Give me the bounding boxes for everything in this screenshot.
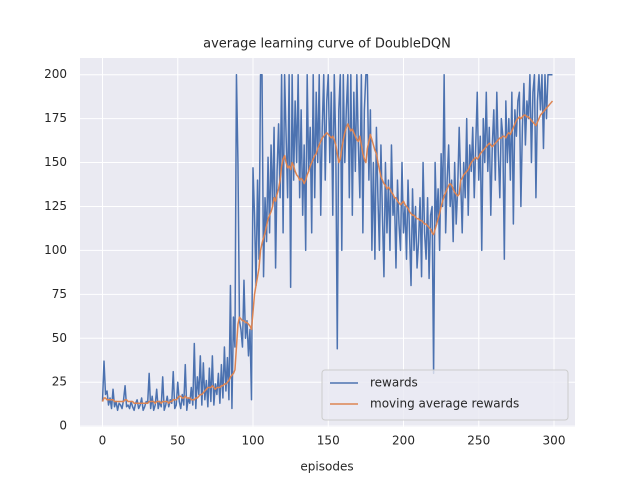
y-tick-label: 150	[44, 155, 67, 169]
legend-label: moving average rewards	[370, 397, 519, 411]
y-tick-label: 0	[59, 419, 67, 433]
series-line	[101, 73, 553, 412]
x-tick-label: 50	[170, 434, 185, 448]
y-tick-label: 200	[44, 67, 67, 81]
x-tick-label: 250	[467, 434, 490, 448]
y-tick-label: 25	[52, 375, 67, 389]
y-tick-label: 125	[44, 199, 67, 213]
x-tick-label: 0	[99, 434, 107, 448]
y-tick-label: 175	[44, 111, 67, 125]
plot-area	[80, 58, 575, 427]
legend-label: rewards	[370, 376, 418, 390]
x-tick-label: 300	[543, 434, 566, 448]
chart-title: average learning curve of DoubleDQN	[203, 37, 451, 52]
x-axis-label: episodes	[300, 460, 353, 474]
legend-box	[321, 369, 569, 421]
y-tick-label: 50	[52, 331, 67, 345]
series-line	[101, 100, 554, 405]
x-tick-label: 100	[242, 434, 265, 448]
y-tick-label: 100	[44, 243, 67, 257]
x-tick-label: 200	[392, 434, 415, 448]
x-tick-label: 150	[317, 434, 340, 448]
y-tick-label: 75	[52, 287, 67, 301]
